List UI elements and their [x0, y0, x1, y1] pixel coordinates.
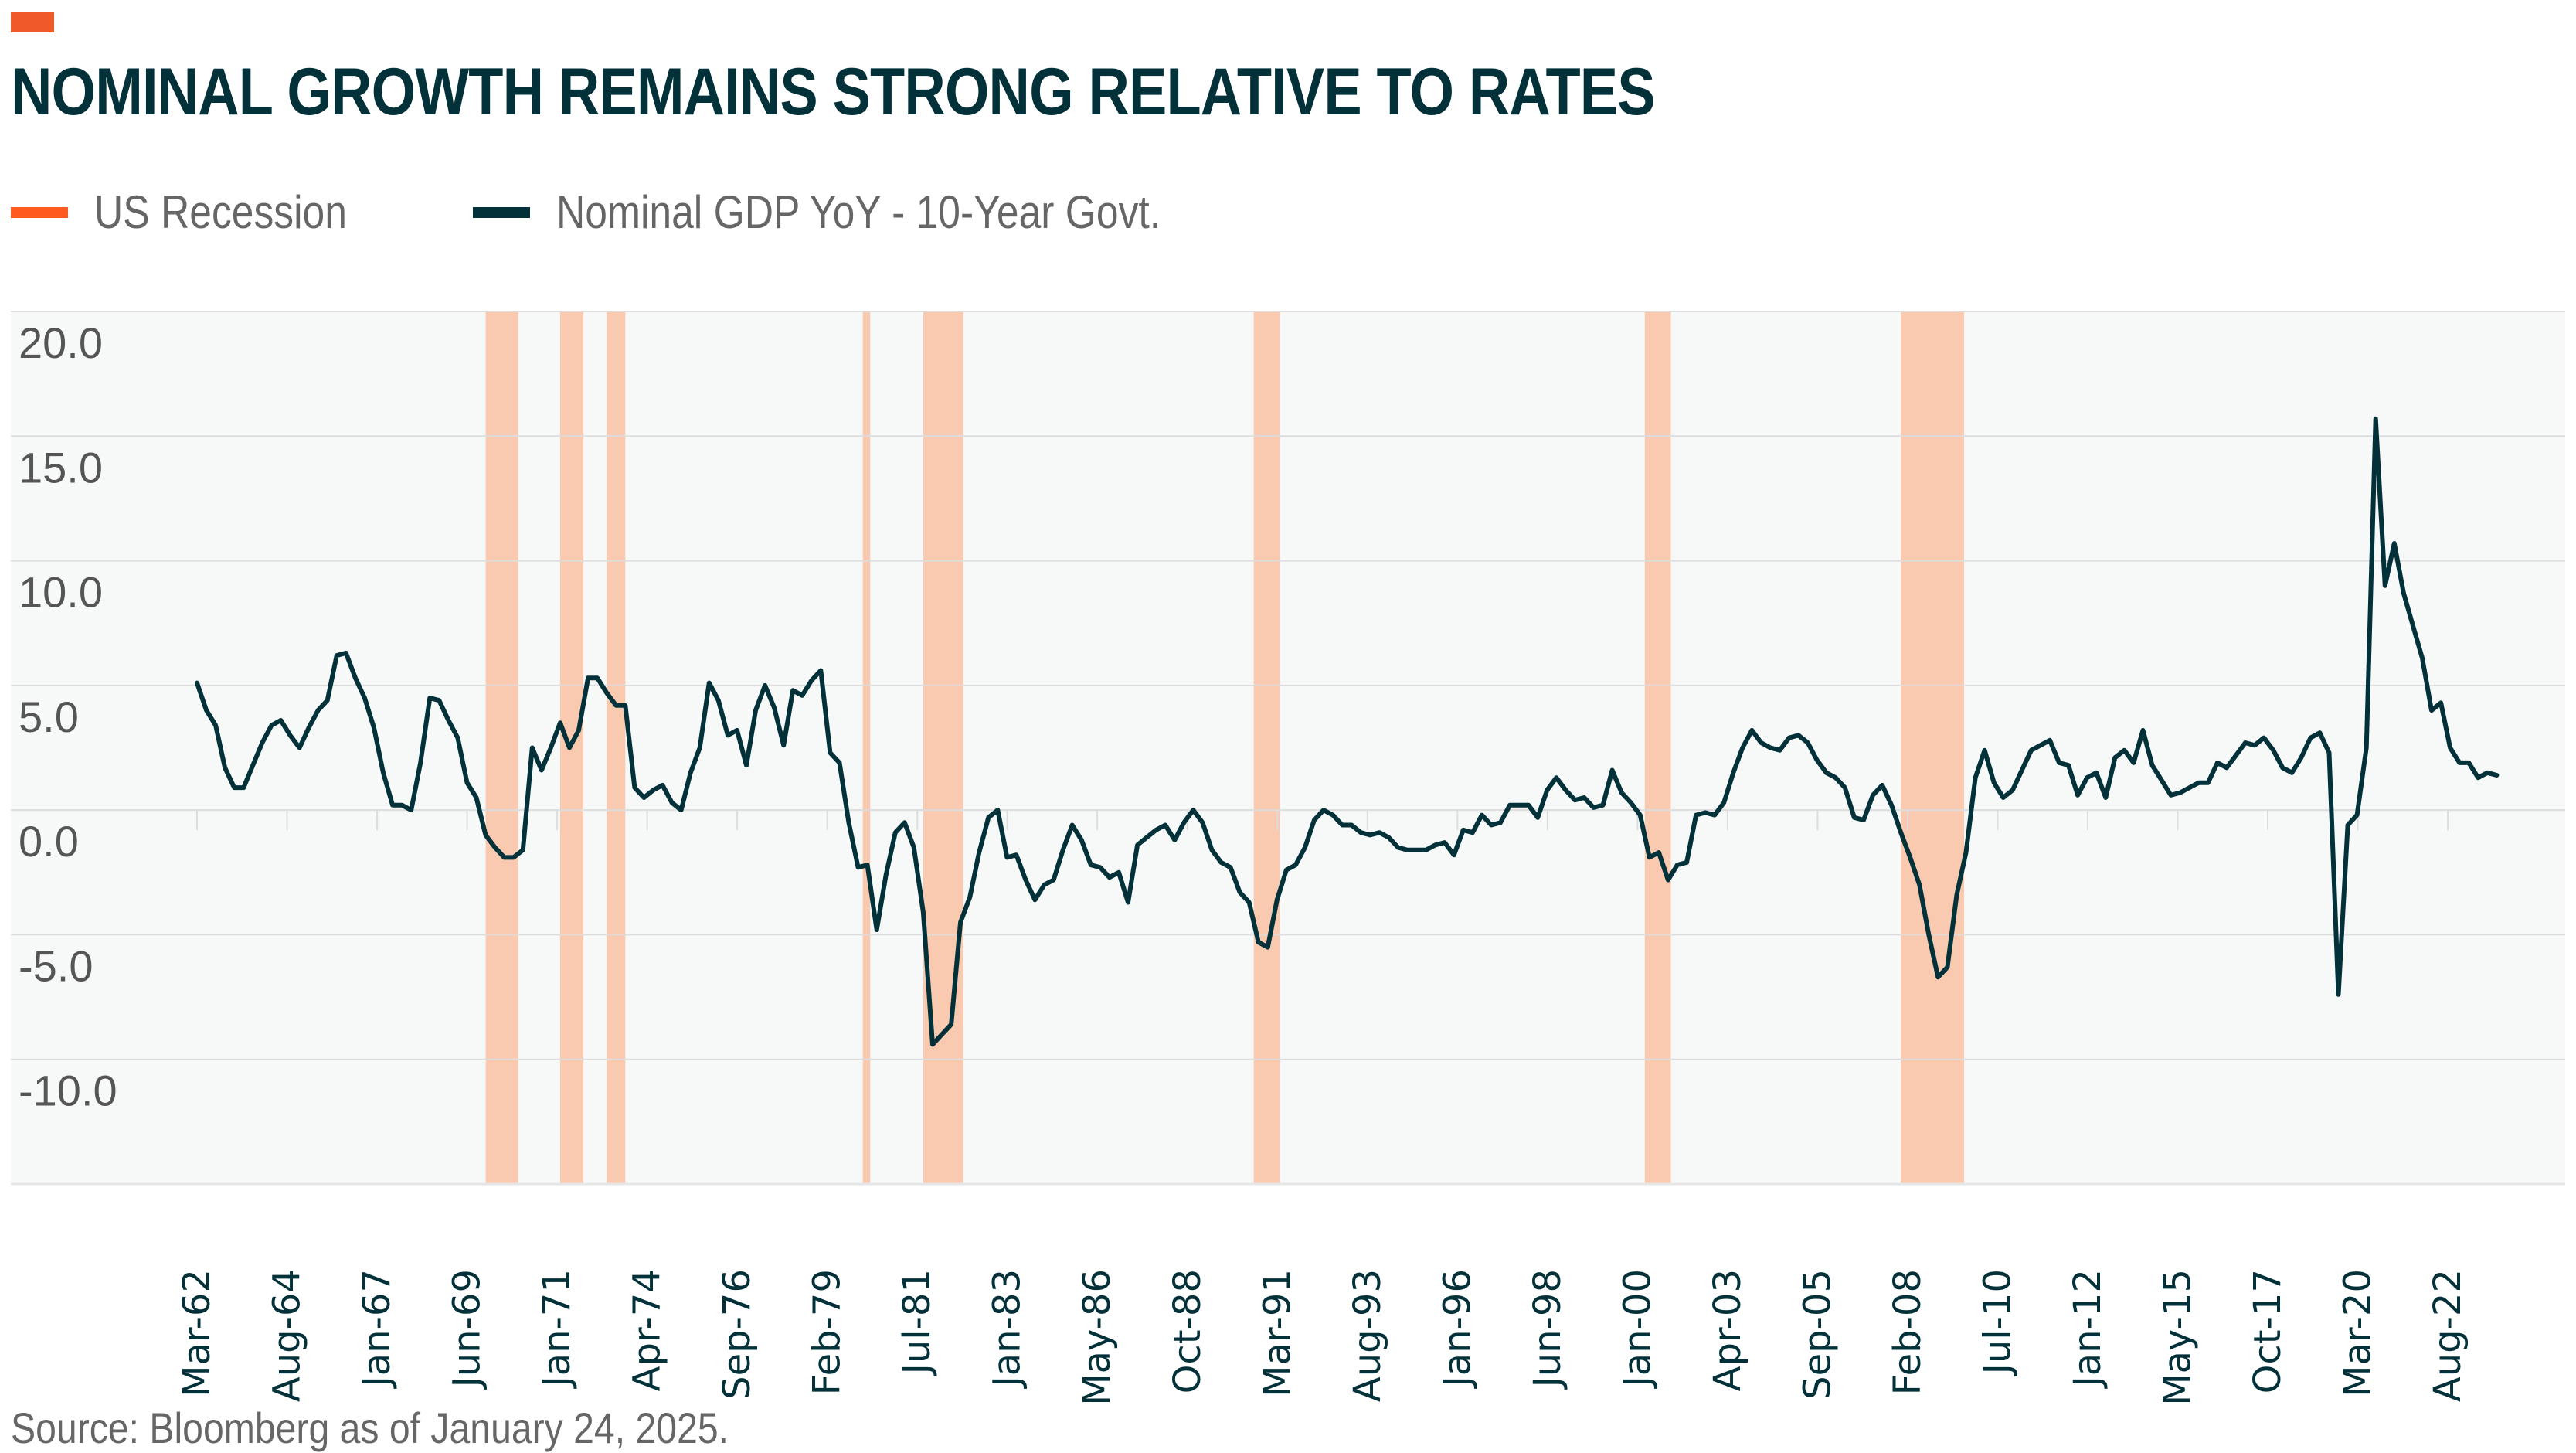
recession-band [862, 311, 871, 1184]
x-tick-label: Jan-71 [535, 1269, 579, 1389]
y-tick-label: 20.0 [19, 318, 103, 367]
x-tick-label: Jul-10 [1976, 1269, 2019, 1376]
x-tick-label: Jan-96 [1436, 1269, 1479, 1389]
x-tick-label: Jan-67 [355, 1269, 399, 1389]
x-tick-label: Sep-05 [1796, 1269, 1839, 1400]
x-tick-label: Oct-17 [2246, 1269, 2289, 1393]
x-tick-label: Sep-76 [715, 1269, 759, 1400]
x-tick-label: Mar-20 [2336, 1269, 2380, 1397]
legend-label: Nominal GDP YoY - 10-Year Govt. [556, 186, 1161, 238]
x-tick-label: Feb-08 [1886, 1269, 1929, 1395]
recession-band [1644, 311, 1671, 1184]
x-tick-label: Apr-74 [626, 1269, 669, 1391]
recession-band [923, 311, 963, 1184]
legend-label: US Recession [94, 186, 347, 238]
recession-band [485, 311, 518, 1184]
line-swatch-icon [473, 206, 531, 218]
legend-item-series: Nominal GDP YoY - 10-Year Govt. [473, 185, 1259, 239]
y-axis: 20.0 15.0 10.0 5.0 0.0 -5.0 -10.0 [19, 318, 117, 1115]
x-tick-label: Feb-79 [806, 1269, 849, 1395]
recession-swatch-icon [11, 206, 68, 218]
x-tick-label: May-15 [2156, 1269, 2200, 1406]
x-tick-label: May-86 [1076, 1269, 1119, 1406]
x-tick-label: Jan-00 [1616, 1269, 1659, 1389]
y-tick-label: 15.0 [19, 443, 103, 492]
legend: US Recession Nominal GDP YoY - 10-Year G… [11, 185, 1344, 239]
x-tick-label: Jan-12 [2066, 1269, 2109, 1389]
y-tick-label: -10.0 [19, 1067, 117, 1115]
x-axis: Mar-62 Aug-64 Jan-67 Jun-69 Jan-71 Apr-74 Sep-… [175, 810, 2469, 1406]
recession-bands [485, 311, 1965, 1184]
gridlines [11, 311, 2565, 1186]
x-tick-label: Jan-83 [986, 1269, 1029, 1389]
recession-band [1253, 311, 1280, 1184]
plot-area [11, 311, 2565, 1184]
recession-band [1901, 311, 1965, 1184]
x-tick-label: Jun-69 [446, 1269, 489, 1390]
x-tick-label: Aug-22 [2426, 1269, 2469, 1402]
x-tick-label: Aug-93 [1346, 1269, 1389, 1402]
x-tick-label: Apr-03 [1706, 1269, 1749, 1391]
accent-bar [11, 12, 54, 32]
y-tick-label: 0.0 [19, 817, 79, 866]
y-tick-label: 10.0 [19, 568, 103, 617]
series-line-nominal-gdp-minus-10y [195, 416, 2500, 1047]
x-tick-label: Oct-88 [1166, 1269, 1209, 1393]
x-tick-label: Jul-81 [895, 1269, 939, 1376]
x-tick-label: Mar-91 [1256, 1269, 1299, 1397]
x-tick-label: Jun-98 [1526, 1269, 1569, 1390]
y-tick-label: 5.0 [19, 692, 79, 741]
recession-band [607, 311, 626, 1184]
x-tick-label: Mar-62 [175, 1269, 219, 1397]
y-tick-label: -5.0 [19, 941, 93, 990]
chart-title: NOMINAL GROWTH REMAINS STRONG RELATIVE T… [11, 55, 1656, 129]
source-note: Source: Bloomberg as of January 24, 2025… [11, 1404, 729, 1452]
legend-item-recession: US Recession [11, 185, 388, 239]
x-tick-label: Aug-64 [266, 1269, 309, 1402]
